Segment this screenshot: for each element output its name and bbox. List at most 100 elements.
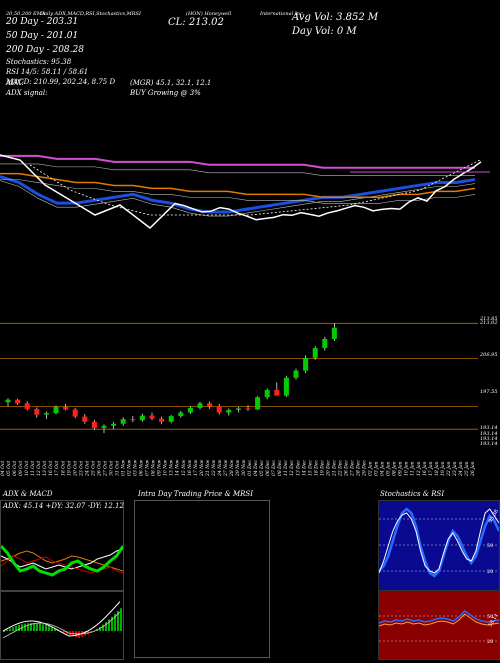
date-label: 25 Jan [464, 461, 470, 477]
date-label: 22 Jan [446, 461, 452, 477]
date-label: 18 Jan [434, 461, 440, 476]
date-label: 05 Jan [386, 461, 392, 476]
candle-body [216, 406, 222, 413]
header-top-left: 20,50,200 EMA [6, 11, 46, 17]
candle-body [139, 415, 145, 421]
date-label: 17 Jan [428, 461, 434, 476]
ema-panel: 20,50,200 EMA Daily ADX,MACD,RSI,Stochas… [0, 0, 500, 245]
date-label: 26 Dec [343, 460, 349, 477]
date-label: 11 Dec [283, 460, 289, 476]
price-axis-label: 193.14 [480, 436, 498, 442]
candle-body [101, 425, 107, 428]
price-axis-label: 213.85 [479, 316, 498, 322]
candle-body [168, 416, 174, 422]
date-label: 03 Jan [374, 461, 380, 476]
date-label: 03 Nov [133, 459, 139, 476]
date-label: 04 Dec [253, 460, 259, 476]
date-label: 12 Jan [416, 461, 422, 476]
date-label: 20 Oct [72, 461, 78, 477]
date-label: 16 Jan [422, 461, 428, 476]
candle-body [72, 409, 78, 417]
ema-line-1 [0, 172, 476, 199]
date-label: 23 Jan [452, 461, 458, 477]
date-label: 06 Oct [12, 461, 18, 476]
date-label: 12 Oct [36, 461, 42, 476]
date-label: 28 Nov [229, 459, 235, 477]
date-label: 20 Dec [325, 460, 331, 477]
macd-chart [2, 601, 122, 639]
rsi-orange-line [378, 613, 500, 627]
candle-body [264, 390, 270, 398]
date-label: 02 Jan [368, 461, 374, 476]
date-label: 24 Oct [84, 461, 90, 477]
date-label: 19 Dec [319, 460, 325, 476]
date-label: 30 Nov [241, 459, 247, 476]
header-top-mid1: Daily ADX,MACD,RSI,Stochastics,MRSI [40, 11, 141, 17]
macd-bar [111, 616, 113, 631]
candle-body [43, 413, 49, 415]
ema-shadow-0 [0, 180, 476, 217]
macd-panel [0, 590, 124, 660]
adx-panel: ADX: 45.14 +DY: 32.07 -DY: 12.12 [0, 500, 125, 592]
candle-body [34, 408, 40, 415]
adx-chart [0, 544, 125, 577]
macd-bar [99, 627, 101, 631]
date-label: 08 Jan [392, 461, 398, 476]
candle-body [226, 409, 232, 413]
candle-body [149, 415, 155, 419]
candle-body [91, 421, 97, 428]
date-label: 27 Dec [349, 460, 355, 477]
stoch-level-label: 80 [487, 517, 493, 523]
price-axis-label: 213.02 [479, 320, 498, 326]
rsi-level-label: 20 [487, 639, 493, 645]
ema50-label: 50 Day - 201.01 [6, 31, 79, 41]
macd-bar [9, 628, 11, 631]
date-label: 19 Oct [66, 461, 72, 476]
stochastics-label: Stochastics: 95.38 [6, 58, 72, 66]
date-label: 08 Nov [151, 459, 157, 476]
ema-shadow-1 [0, 179, 476, 204]
date-label: 13 Dec [295, 460, 301, 476]
macd-bar [108, 619, 110, 631]
date-label: 01 Nov [121, 459, 127, 476]
candle-body [178, 412, 184, 417]
stoch-rsi-title: Stochastics & RSI [380, 490, 445, 498]
date-label: 12 Dec [289, 460, 295, 476]
macd-bar [102, 624, 104, 631]
close-label: CL: 213.02 [168, 17, 224, 28]
signal-line [2, 611, 121, 639]
date-label: 24 Nov [217, 459, 223, 477]
adx-row-label: ADX: [6, 79, 25, 87]
date-label: 22 Nov [211, 459, 217, 477]
ema-line-2 [0, 154, 475, 169]
rsi-panel: 50 20 58.11 [378, 590, 500, 660]
stoch-level-label: 50 [487, 543, 493, 549]
ema-line-0 [0, 175, 476, 214]
macd-bar [24, 623, 26, 631]
candle-body [5, 399, 11, 403]
macd-bar [6, 629, 8, 631]
date-label: 30 Oct [108, 461, 114, 476]
macd-bar [39, 623, 41, 631]
rsi-blue-line [378, 610, 500, 624]
macd-bar [18, 625, 20, 631]
date-label: 08 Dec [277, 460, 283, 476]
date-label: 17 Oct [54, 461, 60, 476]
date-label: 04 Jan [380, 461, 386, 476]
candle-body [312, 348, 318, 358]
macd-bar [120, 608, 122, 631]
adx-green-line [0, 544, 125, 577]
date-label: 14 Dec [301, 460, 307, 476]
macd-bar [114, 613, 116, 631]
adx-values-line: ADX: 45.14 +DY: 32.07 -DY: 12.12 [3, 502, 124, 510]
candle-body [197, 403, 203, 408]
macd-bar [30, 623, 32, 631]
date-label: 09 Oct [18, 461, 24, 476]
date-label: 10 Jan [404, 461, 410, 476]
date-label: 31 Oct [114, 461, 120, 476]
price-line [0, 154, 482, 229]
rsi-label: RSI 14/5: 58.11 / 58.61 [6, 68, 89, 76]
date-label: 15 Nov [181, 459, 187, 476]
stoch-white-line [378, 508, 500, 574]
